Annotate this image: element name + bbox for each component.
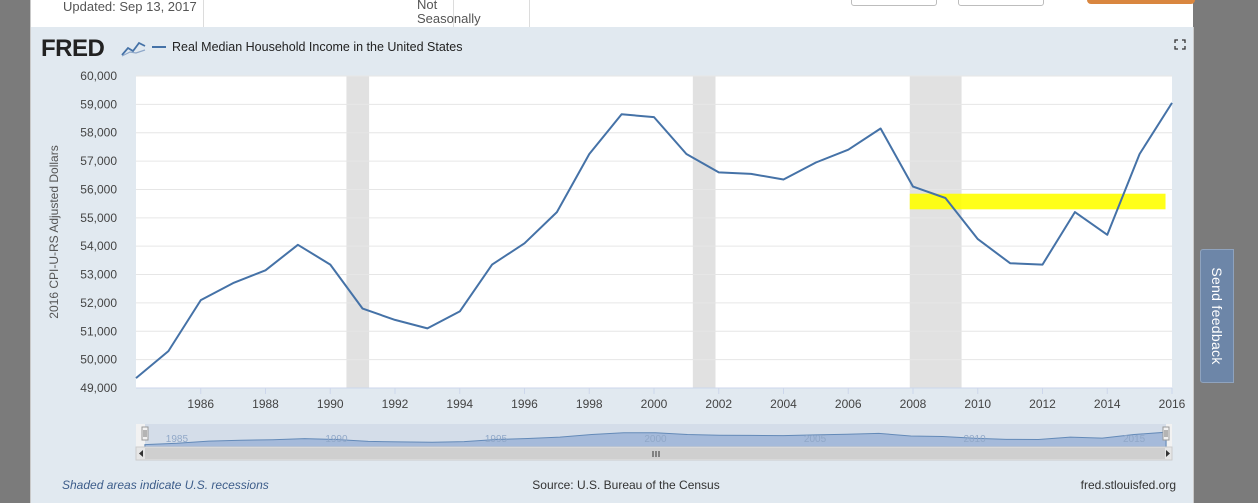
navigator-tick-label: 2005 (804, 434, 827, 445)
updated-cell: Updated: Sep 13, 2017 (31, 0, 204, 27)
share-button[interactable] (958, 0, 1044, 6)
y-tick-label: 55,000 (80, 211, 117, 225)
fred-logo: FRED (41, 35, 105, 62)
recession-band-2 (692, 76, 716, 388)
navigator-selection[interactable] (145, 424, 1166, 447)
series-line (135, 102, 1173, 379)
y-tick-label: 56,000 (80, 182, 117, 196)
x-tick-label: 2004 (770, 397, 797, 411)
x-tick-label: 1986 (187, 397, 214, 411)
x-tick-label: 2016 (1159, 397, 1186, 411)
y-tick-label: 54,000 (80, 239, 117, 253)
updated-text: Updated: Sep 13, 2017 (63, 0, 197, 14)
scroll-left-arrow[interactable] (139, 450, 143, 457)
y-tick-label: 49,000 (80, 381, 117, 395)
chart-title: Real Median Household Income in the Unit… (172, 40, 462, 54)
x-tick-label: 1998 (576, 397, 603, 411)
recession-note-link[interactable]: Shaded areas indicate U.S. recessions (62, 478, 269, 492)
send-feedback-label: Send feedback (1209, 267, 1225, 365)
y-tick-label: 53,000 (80, 268, 117, 282)
y-tick-label: 51,000 (80, 324, 117, 338)
scrollbar-thumb[interactable] (145, 448, 1165, 459)
y-tick-label: 58,000 (80, 126, 117, 140)
empty-cell (453, 0, 530, 27)
x-tick-label: 2006 (835, 397, 862, 411)
x-tick-label: 2002 (705, 397, 732, 411)
navigator-tick-label: 1985 (166, 434, 189, 445)
recession-band-1 (346, 76, 370, 388)
scrollbar[interactable] (135, 446, 1173, 461)
navigator-tick-label: 2000 (644, 434, 667, 445)
x-tick-label: 1990 (317, 397, 344, 411)
y-tick-label: 60,000 (80, 69, 117, 83)
x-tick-label: 1988 (252, 397, 279, 411)
y-tick-label: 50,000 (80, 353, 117, 367)
y-tick-label: 52,000 (80, 296, 117, 310)
site-link[interactable]: fred.stlouisfed.org (1081, 478, 1176, 492)
fullscreen-icon[interactable] (1174, 39, 1186, 50)
x-tick-label: 2008 (900, 397, 927, 411)
x-tick-label: 1996 (511, 397, 538, 411)
x-tick-label: 2010 (964, 397, 991, 411)
send-feedback-button[interactable]: Send feedback (1200, 249, 1234, 383)
x-tick-label: 2014 (1094, 397, 1121, 411)
y-tick-label: 57,000 (80, 154, 117, 168)
recession-band-3 (909, 76, 962, 388)
x-tick-label: 2000 (641, 397, 668, 411)
scroll-right-arrow[interactable] (1166, 450, 1170, 457)
fred-logo-icon (121, 40, 146, 57)
navigator-tick-label: 1990 (325, 434, 348, 445)
navigator-right-handle[interactable] (1162, 426, 1170, 441)
navigator-tick-label: 1995 (485, 434, 508, 445)
x-tick-label: 1992 (382, 397, 409, 411)
source-text: Source: U.S. Bureau of the Census (532, 478, 719, 492)
top-strip: Updated: Sep 13, 2017 Not Seasonally Adj… (30, 0, 1195, 40)
navigator: 1985 1990 1995 2000 2005 2010 2015 (136, 424, 1172, 448)
navigator-tick-label: 2010 (963, 434, 986, 445)
download-button[interactable] (1087, 0, 1195, 4)
highlight-annotation (909, 193, 1166, 210)
navigator-left-handle[interactable] (141, 426, 149, 441)
y-axis-label: 2016 CPI-U-RS Adjusted Dollars (47, 145, 61, 318)
x-tick-label: 2012 (1029, 397, 1056, 411)
navigator-area (144, 431, 1167, 448)
edit-graph-button[interactable] (851, 0, 937, 6)
plot-area (136, 76, 1172, 388)
navigator-tick-label: 2015 (1123, 434, 1146, 445)
y-tick-label: 59,000 (80, 97, 117, 111)
x-tick-label: 1994 (446, 397, 473, 411)
